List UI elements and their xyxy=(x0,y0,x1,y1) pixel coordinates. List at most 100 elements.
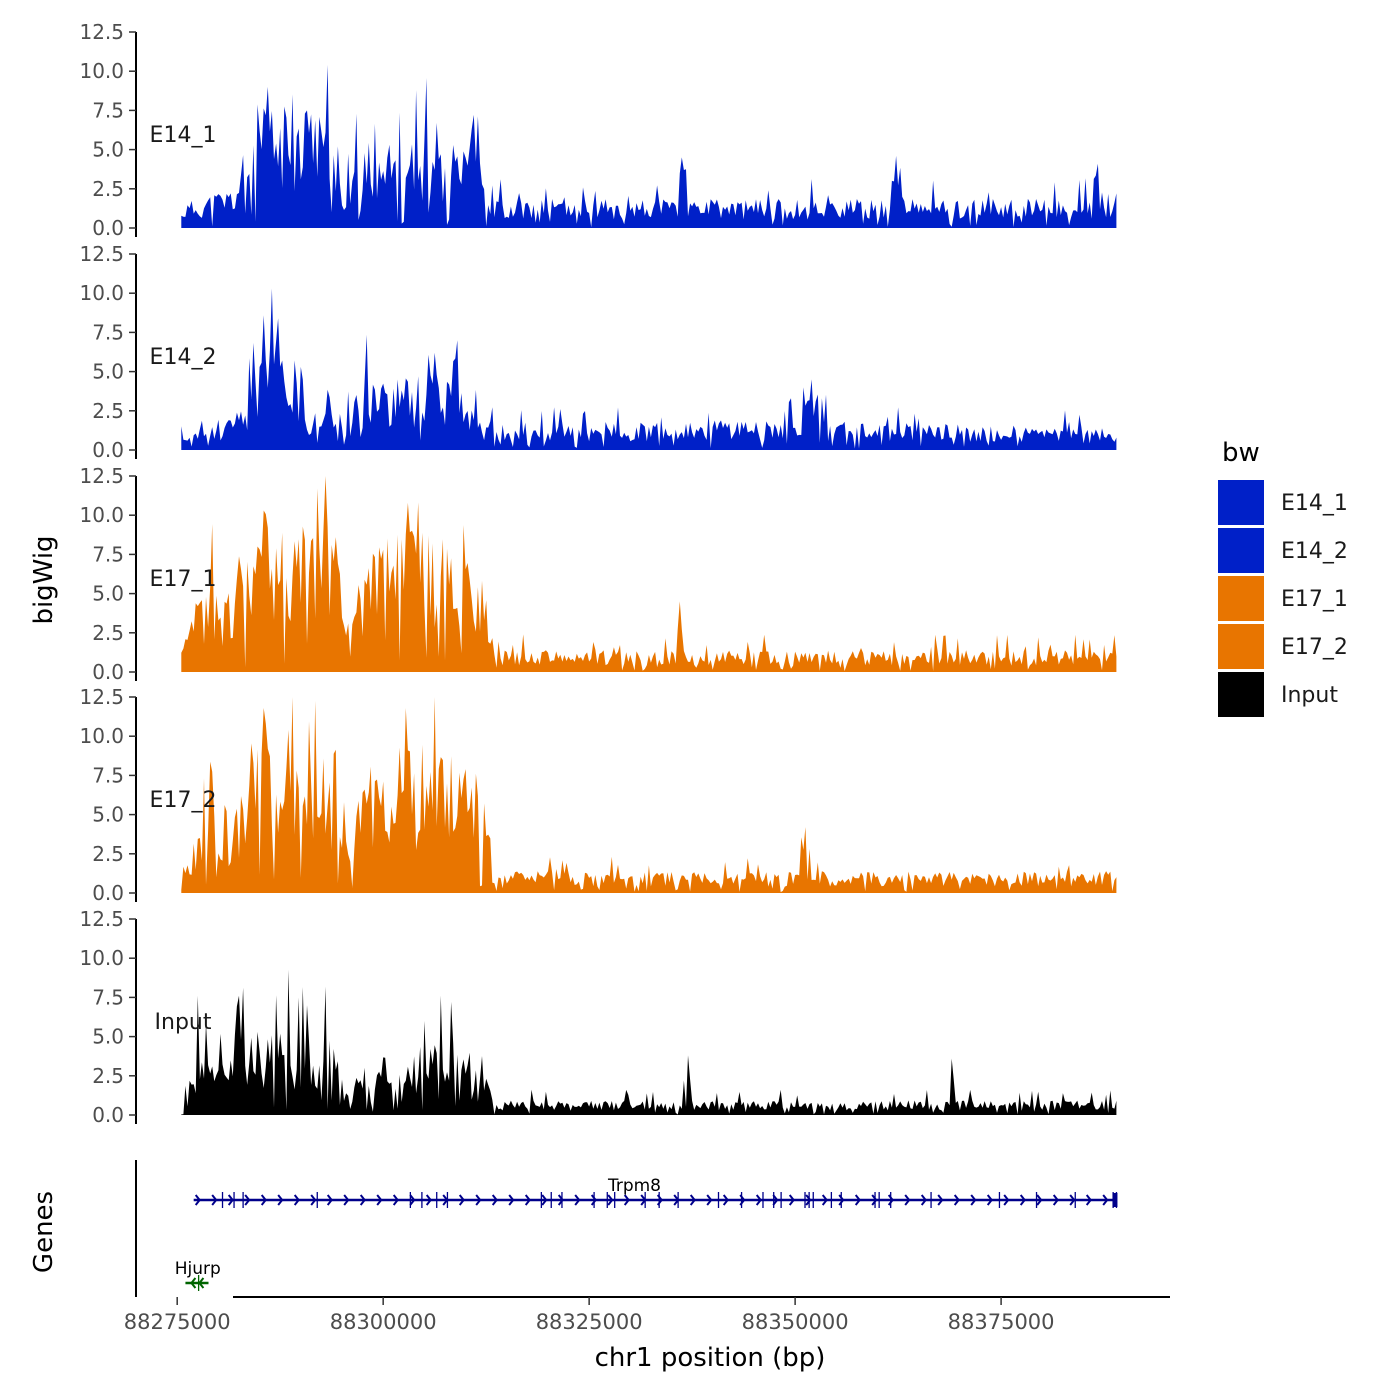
strand-arrow xyxy=(920,1194,927,1206)
y-tick-label: 12.5 xyxy=(79,20,124,44)
track-label: E14_1 xyxy=(150,123,217,148)
y-tick-label: 12.5 xyxy=(79,907,124,931)
x-tick-label: 88375000 xyxy=(948,1310,1055,1334)
strand-arrow xyxy=(557,1194,564,1206)
strand-arrow xyxy=(1085,1194,1092,1206)
strand-arrow xyxy=(392,1194,399,1206)
y-tick-label: 12.5 xyxy=(79,242,124,266)
strand-arrow xyxy=(805,1194,812,1206)
coverage-area-E17_1 xyxy=(181,476,1117,672)
legend-key-E17_1 xyxy=(1218,576,1264,621)
legend-key-E17_2 xyxy=(1218,624,1264,669)
strand-arrow xyxy=(590,1194,597,1206)
y-tick-label: 0.0 xyxy=(92,216,124,240)
strand-arrow xyxy=(293,1194,300,1206)
strand-arrow xyxy=(277,1194,284,1206)
strand-arrow xyxy=(260,1194,267,1206)
x-tick-label: 88325000 xyxy=(536,1310,643,1334)
legend-key-Input xyxy=(1218,672,1264,717)
y-tick-label: 10.0 xyxy=(79,724,124,748)
y-tick-label: 12.5 xyxy=(79,685,124,709)
legend: bw E14_1 E14_2 E17_1 E17_2 Input xyxy=(1218,438,1348,717)
genes-axis-title: Genes xyxy=(29,1191,59,1273)
y-tick-label: 5.0 xyxy=(92,1025,124,1049)
y-tick-label: 5.0 xyxy=(92,360,124,384)
track-label: Input xyxy=(155,1010,212,1035)
strand-arrow xyxy=(425,1194,432,1206)
x-tick-label: 88300000 xyxy=(330,1310,437,1334)
strand-arrow xyxy=(458,1194,465,1206)
strand-arrow xyxy=(755,1194,762,1206)
track-E14_2: 0.0 2.5 5.0 7.5 10.0 12.5 E14_2 xyxy=(79,242,1117,462)
y-tick-label: 10.0 xyxy=(79,281,124,305)
strand-arrow xyxy=(211,1194,218,1206)
strand-arrow xyxy=(986,1194,993,1206)
y-tick-label: 7.5 xyxy=(92,985,124,1009)
y-tick-label: 10.0 xyxy=(79,59,124,83)
legend-key-E14_2 xyxy=(1218,528,1264,573)
track-label: E17_2 xyxy=(150,788,217,813)
track-E17_2: 0.0 2.5 5.0 7.5 10.0 12.5 E17_2 xyxy=(79,685,1117,905)
y-tick-label: 2.5 xyxy=(92,399,124,423)
y-tick-label: 12.5 xyxy=(79,464,124,488)
strand-arrow xyxy=(1003,1194,1010,1206)
coverage-area-Input xyxy=(181,969,1117,1115)
strand-arrow xyxy=(574,1194,581,1206)
y-axis-E14_1: 0.0 2.5 5.0 7.5 10.0 12.5 xyxy=(79,20,137,240)
strand-arrow xyxy=(1102,1194,1109,1206)
strand-arrow xyxy=(871,1194,878,1206)
strand-arrow xyxy=(623,1194,630,1206)
gene-label-Hjurp: Hjurp xyxy=(175,1259,221,1279)
track-E14_1: 0.0 2.5 5.0 7.5 10.0 12.5 E14_1 xyxy=(79,20,1117,240)
strand-arrow xyxy=(190,1277,197,1289)
strand-arrow xyxy=(227,1194,234,1206)
strand-arrow xyxy=(376,1194,383,1206)
y-tick-label: 7.5 xyxy=(92,542,124,566)
strand-arrow xyxy=(1069,1194,1076,1206)
legend-label-E14_2: E14_2 xyxy=(1281,539,1348,564)
track-label: E14_2 xyxy=(150,345,217,370)
strand-arrow xyxy=(706,1194,713,1206)
strand-arrow xyxy=(524,1194,531,1206)
strand-arrow xyxy=(937,1194,944,1206)
strand-arrow xyxy=(1036,1194,1043,1206)
strand-arrow xyxy=(904,1194,911,1206)
coverage-tracks: 0.0 2.5 5.0 7.5 10.0 12.5 E14_1 0.0 2.5 5.0 7.5 10.… xyxy=(79,20,1117,1127)
y-tick-label: 7.5 xyxy=(92,320,124,344)
x-axis-title: chr1 position (bp) xyxy=(595,1343,826,1373)
gene-label-Trpm8: Trpm8 xyxy=(607,1176,661,1196)
y-axis-Input: 0.0 2.5 5.0 7.5 10.0 12.5 xyxy=(79,907,137,1127)
y-axis-E17_1: 0.0 2.5 5.0 7.5 10.0 12.5 xyxy=(79,464,137,684)
strand-arrow xyxy=(1052,1194,1059,1206)
strand-arrow xyxy=(198,1277,205,1289)
strand-arrow xyxy=(838,1194,845,1206)
y-tick-label: 10.0 xyxy=(79,946,124,970)
y-tick-label: 5.0 xyxy=(92,582,124,606)
strand-arrow xyxy=(722,1194,729,1206)
y-tick-label: 2.5 xyxy=(92,621,124,645)
x-tick-label: 88350000 xyxy=(742,1310,849,1334)
strand-arrow xyxy=(343,1194,350,1206)
strand-arrow xyxy=(508,1194,515,1206)
legend-label-E17_2: E17_2 xyxy=(1281,635,1348,660)
y-tick-label: 0.0 xyxy=(92,1103,124,1127)
legend-label-E14_1: E14_1 xyxy=(1281,491,1348,516)
x-tick-label: 88275000 xyxy=(124,1310,231,1334)
y-tick-label: 0.0 xyxy=(92,438,124,462)
legend-label-E17_1: E17_1 xyxy=(1281,587,1348,612)
x-axis: 88275000 88300000 88325000 88350000 88375000 xyxy=(124,1296,1170,1334)
strand-arrow xyxy=(326,1194,333,1206)
y-axis-E14_2: 0.0 2.5 5.0 7.5 10.0 12.5 xyxy=(79,242,137,462)
y-tick-label: 7.5 xyxy=(92,98,124,122)
strand-arrow xyxy=(409,1194,416,1206)
legend-label-Input: Input xyxy=(1281,683,1338,708)
strand-arrow xyxy=(607,1194,614,1206)
track-label: E17_1 xyxy=(150,567,217,592)
y-tick-label: 2.5 xyxy=(92,1064,124,1088)
strand-arrow xyxy=(788,1194,795,1206)
y-axis-E17_2: 0.0 2.5 5.0 7.5 10.0 12.5 xyxy=(79,685,137,905)
strand-arrow xyxy=(541,1194,548,1206)
coverage-area-E14_1 xyxy=(181,64,1117,229)
y-tick-label: 2.5 xyxy=(92,177,124,201)
